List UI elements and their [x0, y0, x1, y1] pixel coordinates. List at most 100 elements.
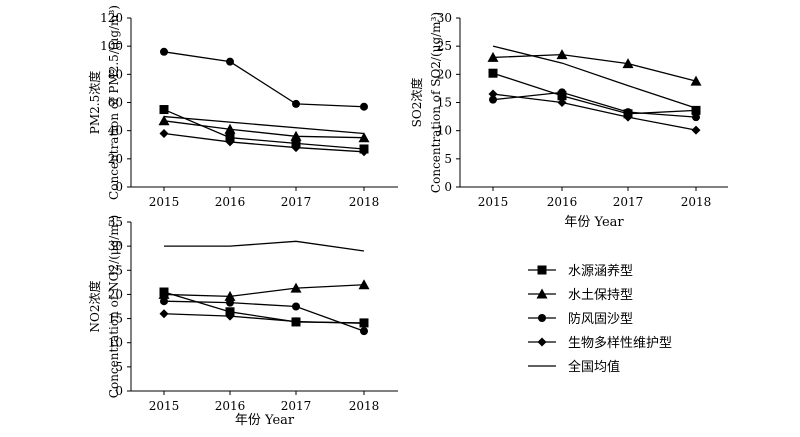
x-tick-label: 2018: [681, 195, 712, 209]
x-tick-label: 2015: [149, 195, 180, 209]
y-tick-label: 0: [115, 180, 123, 194]
series-line: [492, 91, 697, 118]
y-tick-label: 5: [115, 360, 123, 374]
series-4: [159, 128, 369, 157]
y-tick-label: 30: [437, 11, 452, 25]
series-line: [163, 300, 365, 332]
data-point: [360, 102, 368, 111]
data-point: [158, 288, 170, 299]
y-tick-label: 20: [108, 152, 123, 166]
series-line: [492, 45, 697, 109]
data-point: [360, 327, 368, 336]
data-point: [225, 137, 235, 147]
series-line: [163, 115, 365, 135]
chart-pm2-5: 0 20 40 60 80 100 120 2015 2016 2017 2018 PM2.5浓度 Co…: [87, 5, 398, 209]
series-line: [163, 108, 365, 150]
data-point: [158, 115, 170, 126]
chart-no2: 0 5 10 15 20 25 30 35 2015 2016 2017 2018 年份 Year NO2…: [87, 215, 398, 428]
series-5: [163, 115, 365, 135]
data-point: [624, 108, 632, 117]
y-axis-label-en: Concentration of NO2/(μg/m³): [107, 215, 121, 398]
legend-item: 生物多样性维护型: [528, 335, 672, 351]
series-5: [164, 240, 365, 252]
x-tick-label: 2017: [281, 399, 312, 413]
legend-label: 全国均值: [568, 359, 620, 375]
y-tick-label: 10: [108, 336, 123, 350]
y-tick-label: 5: [444, 152, 452, 166]
series-4: [159, 309, 369, 328]
series-line: [163, 51, 365, 108]
y-tick-label: 20: [108, 287, 123, 301]
y-tick-label: 35: [108, 215, 123, 229]
y-tick-label: 0: [444, 180, 452, 194]
data-point: [358, 132, 370, 143]
series-4: [488, 89, 701, 135]
series-line: [492, 93, 697, 131]
series-line: [492, 72, 697, 115]
y-tick-label: 25: [108, 263, 123, 277]
x-tick-label: 2017: [281, 195, 312, 209]
data-point: [224, 123, 236, 134]
legend-marker: [537, 265, 547, 275]
y-axis-label-cn: PM2.5浓度: [87, 71, 102, 134]
data-point: [487, 51, 499, 62]
legend-label: 水源涵养型: [568, 263, 633, 279]
data-point: [226, 298, 234, 307]
y-axis-label-en: Concentration of PM2.5/(μg/m³): [107, 5, 121, 200]
data-point: [692, 113, 700, 122]
data-point: [622, 58, 634, 69]
data-point: [225, 311, 235, 321]
data-point: [292, 99, 300, 108]
data-point: [691, 105, 701, 115]
legend-label: 水土保持型: [568, 288, 633, 303]
legend-label: 生物多样性维护型: [568, 335, 672, 351]
data-point: [159, 128, 169, 138]
data-point: [691, 125, 701, 135]
y-tick-label: 60: [108, 96, 123, 110]
y-tick-label: 15: [108, 312, 123, 326]
series-line: [492, 53, 697, 82]
series-1: [488, 68, 701, 119]
data-point: [488, 68, 498, 78]
data-point: [226, 57, 234, 66]
data-point: [290, 282, 302, 293]
series-5: [492, 45, 697, 109]
chart-so2: 0 5 10 15 20 25 30 2015 2016 2017 2018 年份 Year SO2浓度…: [409, 11, 728, 230]
data-point: [292, 302, 300, 311]
x-tick-label: 2016: [215, 399, 246, 413]
legend-item: 水土保持型: [528, 288, 633, 303]
legend-item: 全国均值: [528, 359, 620, 375]
series-line: [164, 240, 365, 252]
data-point: [224, 290, 236, 301]
y-axis-label-en: Concentration of SO2/(μg/m³): [429, 12, 443, 193]
data-point: [556, 49, 568, 60]
legend-label: 防风固沙型: [568, 311, 633, 327]
legend-marker: [536, 288, 548, 299]
y-tick-label: 40: [108, 124, 123, 138]
x-tick-label: 2018: [349, 195, 380, 209]
series-2: [158, 279, 370, 301]
x-axis-label: 年份 Year: [564, 215, 624, 230]
y-tick-label: 30: [108, 239, 123, 253]
data-point: [558, 88, 566, 97]
x-tick-label: 2017: [613, 195, 644, 209]
x-tick-label: 2018: [349, 399, 380, 413]
series-line: [163, 132, 365, 153]
y-tick-label: 25: [437, 39, 452, 53]
x-axis-label: 年份 Year: [235, 413, 295, 428]
series-3: [160, 47, 368, 111]
data-point: [291, 143, 301, 153]
x-tick-label: 2016: [215, 195, 246, 209]
data-point: [359, 318, 369, 328]
legend-marker: [538, 314, 546, 322]
legend-item: 防风固沙型: [528, 311, 633, 327]
y-tick-label: 20: [437, 67, 452, 81]
data-point: [159, 105, 169, 115]
y-axis-label-cn: NO2浓度: [87, 281, 102, 333]
data-point: [489, 95, 497, 104]
data-point: [160, 297, 168, 306]
data-point: [358, 279, 370, 290]
y-tick-label: 10: [437, 124, 452, 138]
